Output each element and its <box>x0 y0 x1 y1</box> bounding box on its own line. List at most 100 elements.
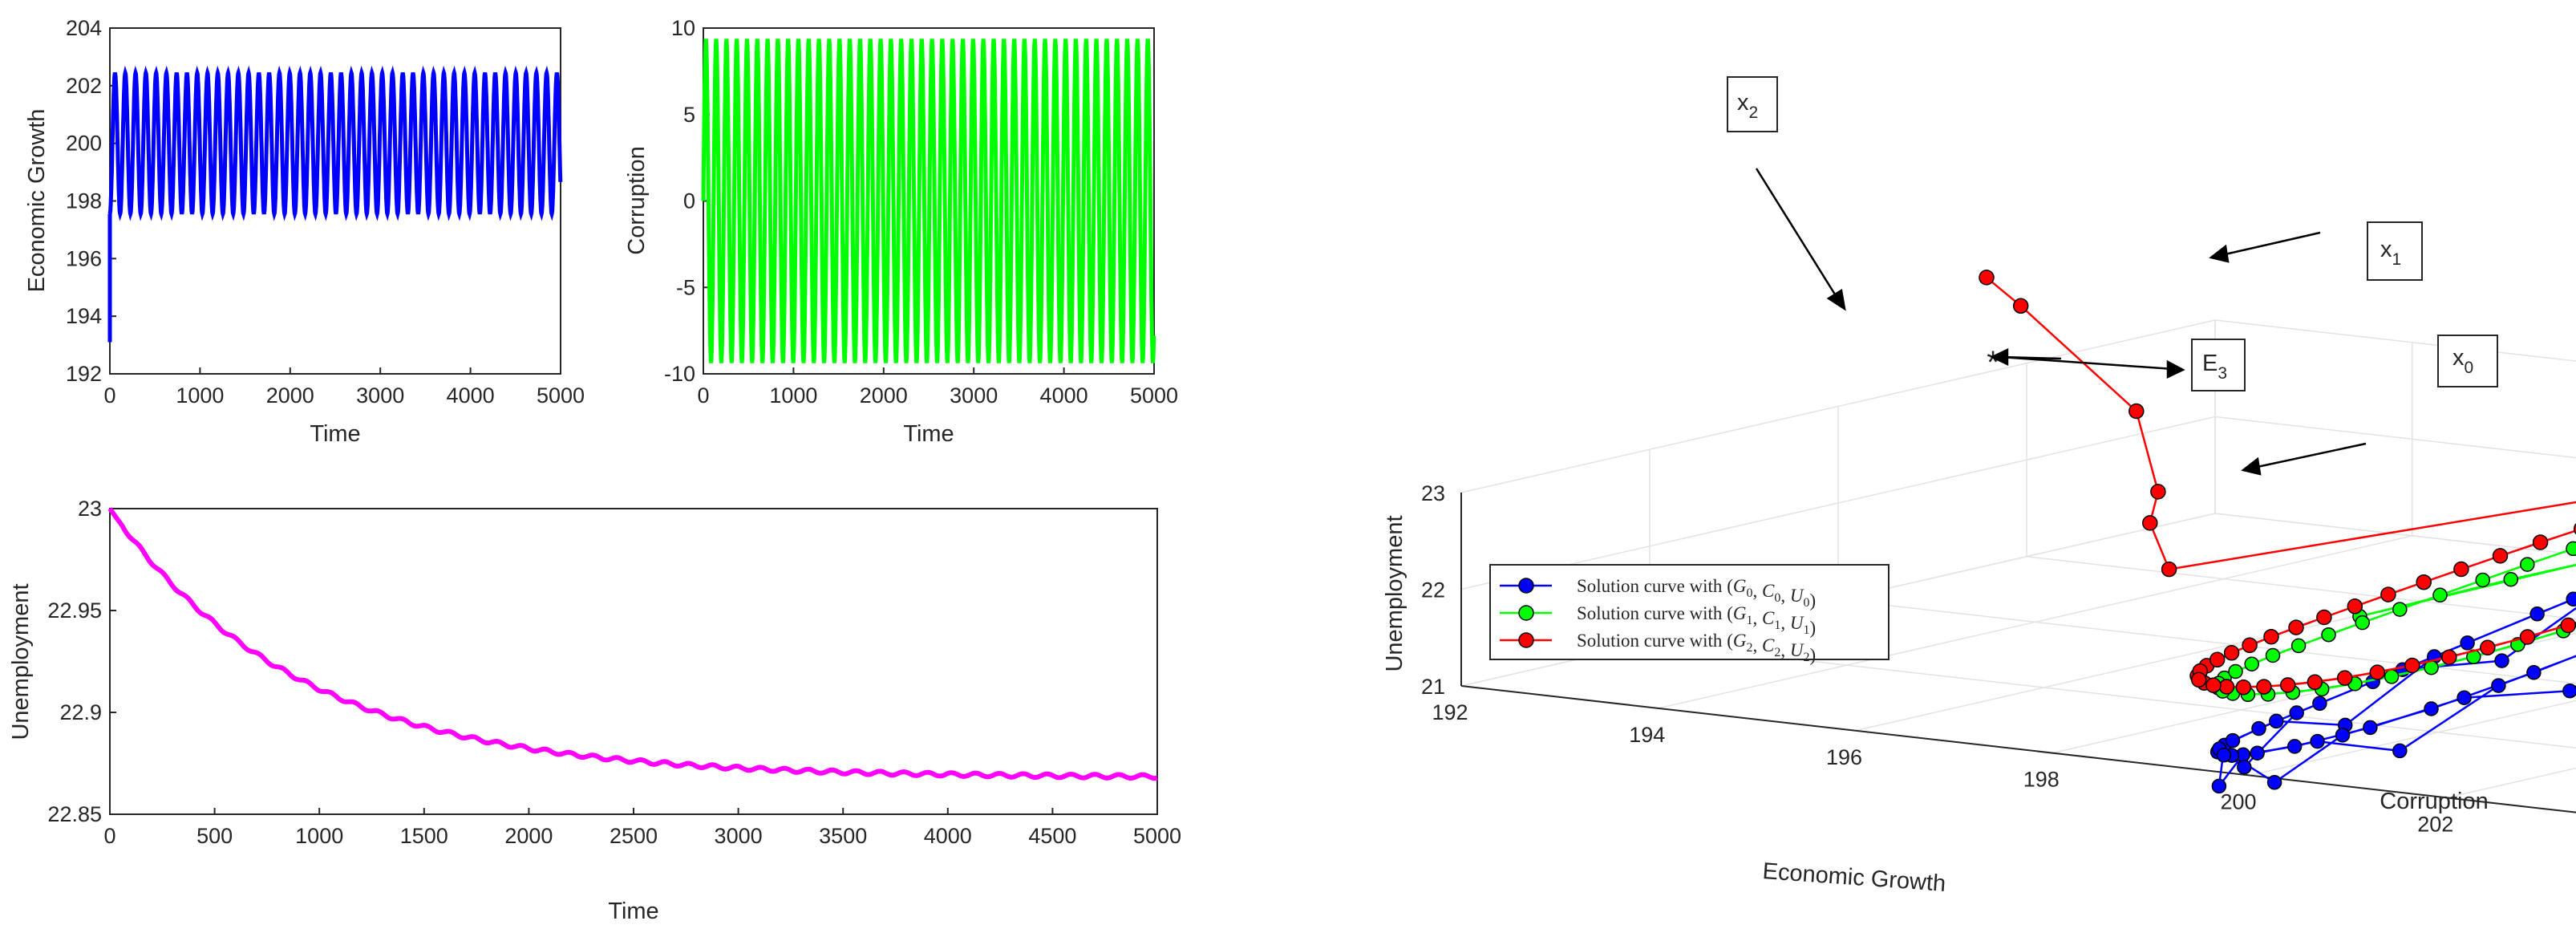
series-line <box>701 39 1156 363</box>
annotation-text: x1 <box>2380 237 2401 269</box>
curve-red <box>1979 270 2576 696</box>
curve-point <box>1979 270 1995 286</box>
annotation-text: E3 <box>2202 351 2227 383</box>
curve-point <box>2494 653 2509 668</box>
curve-point <box>2416 574 2432 590</box>
grid-line <box>2446 767 2576 799</box>
x-tick-label: 4500 <box>1028 824 1076 848</box>
curve-point <box>2228 663 2243 679</box>
annotation-box <box>1727 76 1778 132</box>
panel-economic-growth: 192 194 196 198 200 202 204 0 1000 2000 3000 4000 5… <box>24 16 585 447</box>
grid-line <box>2214 416 2576 459</box>
solution-curves <box>1979 270 2576 794</box>
panel-corruption: -10 -5 0 5 10 0 1000 2000 3000 4000 5000 Time Cor… <box>624 16 1178 447</box>
x-tick-label: 500 <box>196 824 233 848</box>
x-tick-label: 0 <box>697 383 709 408</box>
curve-point <box>2529 606 2545 622</box>
y-axis-label: Economic Growth <box>24 109 50 293</box>
annotation-box <box>2367 221 2423 281</box>
arrow-x0-head <box>2241 456 2262 476</box>
z-tick-label: 23 <box>1421 481 1445 505</box>
x-tick-label: 192 <box>1432 700 1468 724</box>
annotation-text: x0 <box>2452 345 2473 377</box>
curve-point <box>2256 679 2272 695</box>
curve-point <box>2244 656 2259 671</box>
curve-point <box>2161 561 2177 578</box>
curve-point <box>2453 561 2469 578</box>
curve-point <box>2573 523 2576 535</box>
grid-line <box>2214 513 2576 555</box>
annotation-arrows <box>1755 168 2367 476</box>
x-ticks: 0 1000 2000 3000 4000 5000 <box>697 367 1178 408</box>
x-tick-label: 4000 <box>447 383 495 408</box>
x-tick-label: 196 <box>1826 745 1862 769</box>
x-tick-label: 1500 <box>400 824 448 848</box>
legend-box <box>1489 564 1889 660</box>
curve-point <box>2265 647 2281 663</box>
legend-entry: Solution curve with (G0, C0, U0) <box>1500 576 1816 611</box>
curve-point <box>2532 534 2549 550</box>
curve-point <box>2566 591 2576 607</box>
curve-point <box>2225 732 2241 748</box>
y-tick-label: 196 <box>66 246 102 270</box>
grid-line <box>2026 556 2576 620</box>
curve-green <box>2210 541 2576 703</box>
x-tick-label: 2500 <box>610 824 658 848</box>
annotation-box <box>2191 339 2246 391</box>
x-tick-label: 0 <box>103 824 115 848</box>
y-tick-label: -5 <box>676 275 695 299</box>
arrow-x0 <box>2253 442 2367 469</box>
curve-point <box>2562 683 2576 699</box>
curve-line <box>1986 276 2576 688</box>
x-tick-label: 4000 <box>924 824 972 848</box>
curve-point <box>2266 775 2282 790</box>
curve-point <box>2432 587 2448 603</box>
curve-point <box>2190 671 2207 688</box>
y-ticks: 192 194 196 198 200 202 204 <box>66 16 116 386</box>
x-tick-label: 0 <box>103 383 115 408</box>
x-tick-label: 5000 <box>1133 824 1181 848</box>
curve-point <box>2211 778 2227 794</box>
grid-line <box>1649 642 2576 749</box>
legend-entry: Solution curve with (G2, C2, U2) <box>1500 631 1816 665</box>
y-tick-label: 192 <box>66 362 102 386</box>
arrow-e3-right-head <box>2166 359 2185 379</box>
equilibrium-marker: * <box>1987 345 1999 380</box>
curve-point <box>2369 664 2386 680</box>
legend: Solution curve with (G0, C0, U0) Solution… <box>1489 564 1889 665</box>
series-line <box>107 65 563 343</box>
curve-point <box>2503 571 2519 587</box>
y-tick-label: 10 <box>671 16 695 40</box>
z-axis-label: Unemployment <box>1382 515 1407 671</box>
legend-marker <box>1518 632 1534 648</box>
y-tick-label: 194 <box>66 304 102 328</box>
grid-line <box>1837 598 2576 684</box>
x-tick-label: 5000 <box>1130 383 1178 408</box>
curve-point <box>2457 690 2472 705</box>
annotation-x0: x0 <box>2437 335 2498 387</box>
arrow-x2 <box>1755 168 1841 302</box>
x-tick-label: 3000 <box>715 824 763 848</box>
y-axis-label: Corruption <box>624 146 650 254</box>
curve-point <box>2307 674 2323 691</box>
curve-point <box>2209 651 2226 668</box>
curve-point <box>2312 696 2327 712</box>
x-ticks: 0 1000 2000 3000 4000 5000 <box>103 367 585 408</box>
y-tick-label: 0 <box>683 189 695 213</box>
curve-point <box>2279 677 2296 693</box>
curve-point <box>2566 541 2576 557</box>
x-tick-label: 194 <box>1629 723 1665 747</box>
x-tick-label: 200 <box>2220 790 2256 814</box>
x-tick-label: 1000 <box>295 824 343 848</box>
curve-point <box>2560 617 2576 634</box>
curve-point <box>2289 705 2304 720</box>
curve-point <box>2492 548 2509 564</box>
curve-point <box>2269 713 2284 729</box>
z-tick-label: 22 <box>1421 578 1445 602</box>
y-tick-label: 22.9 <box>59 700 102 724</box>
curve-point <box>2441 649 2457 665</box>
annotation-text: x2 <box>1737 90 1758 122</box>
x-tick-label: 198 <box>2023 768 2060 792</box>
y-tick-label: 200 <box>66 132 102 156</box>
